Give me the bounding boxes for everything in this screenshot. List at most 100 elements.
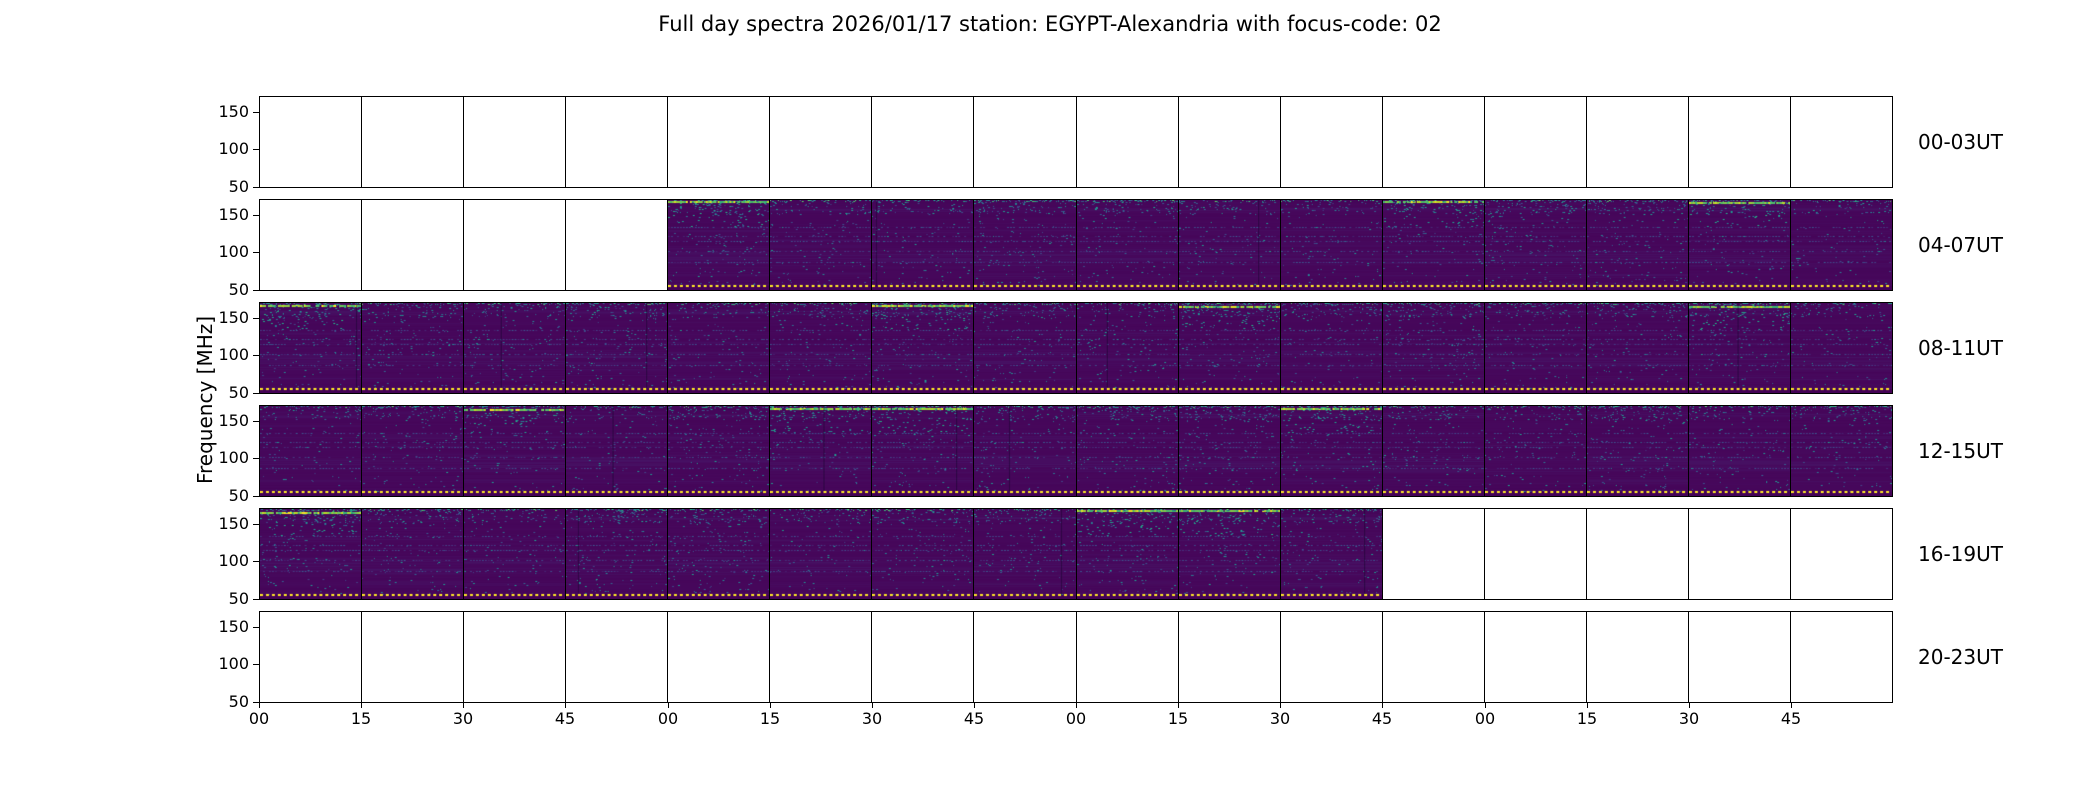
x-tick-label: 15	[759, 709, 781, 728]
spectrogram-canvas	[1382, 200, 1484, 290]
y-tick-label: 100	[218, 139, 249, 158]
empty-cell	[1178, 612, 1281, 702]
x-tick-label: 30	[452, 709, 474, 728]
spectrogram-cell	[260, 303, 363, 393]
spectrogram-canvas	[770, 509, 872, 599]
x-tick-label: 00	[248, 709, 270, 728]
row-time-label: 00-03UT	[1918, 130, 2003, 154]
spectrogram-canvas	[1178, 406, 1280, 496]
spectrogram-canvas	[1484, 200, 1586, 290]
spectrogram-cell	[1484, 406, 1587, 496]
spectra-row	[259, 199, 1893, 291]
y-tick-label: 150	[218, 617, 249, 636]
empty-cell	[260, 97, 363, 187]
spectrogram-cell	[770, 406, 873, 496]
y-tick-label: 50	[228, 280, 249, 299]
spectrogram-canvas	[872, 303, 974, 393]
x-tick-mark	[1076, 703, 1077, 708]
spectrogram-cell	[1688, 303, 1791, 393]
empty-cell	[1586, 612, 1689, 702]
spectrogram-cell	[1280, 509, 1383, 599]
spectrogram-cell	[1280, 406, 1383, 496]
x-tick-mark	[1587, 703, 1588, 708]
y-tick-mark	[253, 421, 259, 422]
y-tick-mark	[253, 496, 259, 497]
spectrogram-cell	[566, 509, 669, 599]
empty-cell	[1688, 509, 1791, 599]
x-tick-label: 45	[963, 709, 985, 728]
empty-cell	[1280, 612, 1383, 702]
empty-cell	[260, 612, 363, 702]
spectrogram-canvas	[1076, 406, 1178, 496]
spectrogram-cell	[1586, 303, 1689, 393]
x-tick-label: 15	[1167, 709, 1189, 728]
row-time-label: 20-23UT	[1918, 645, 2003, 669]
x-tick-mark	[974, 703, 975, 708]
y-tick-label: 50	[228, 692, 249, 711]
empty-cell	[668, 612, 771, 702]
empty-cell	[566, 200, 669, 290]
spectrogram-canvas	[260, 406, 362, 496]
empty-cell	[1382, 612, 1485, 702]
y-tick-mark	[253, 599, 259, 600]
y-tick-mark	[253, 187, 259, 188]
empty-cell	[566, 612, 669, 702]
spectrogram-canvas	[1280, 406, 1382, 496]
y-tick-mark	[253, 215, 259, 216]
spectra-row	[259, 302, 1893, 394]
x-tick-label: 30	[1678, 709, 1700, 728]
x-tick-label: 00	[1474, 709, 1496, 728]
spectrogram-canvas	[1790, 406, 1892, 496]
empty-cell	[362, 200, 465, 290]
spectrogram-canvas	[260, 509, 362, 599]
y-tick-label: 150	[218, 102, 249, 121]
spectrogram-cell	[1790, 406, 1892, 496]
spectrogram-cell	[1484, 303, 1587, 393]
spectrogram-cell	[1076, 509, 1179, 599]
empty-cell	[1178, 97, 1281, 187]
y-tick-label: 50	[228, 486, 249, 505]
spectrogram-canvas	[260, 303, 362, 393]
empty-cell	[566, 97, 669, 187]
empty-cell	[1790, 612, 1892, 702]
spectrogram-cell	[872, 509, 975, 599]
spectrogram-cell	[668, 200, 771, 290]
y-tick-label: 50	[228, 177, 249, 196]
row-time-label: 12-15UT	[1918, 439, 2003, 463]
empty-cell	[872, 612, 975, 702]
y-tick-mark	[253, 112, 259, 113]
spectrogram-cell	[1382, 303, 1485, 393]
plot-rows: 150 100 50 00-03UT 150 100 50 04-07UT 150 100 50 08…	[218, 96, 2003, 728]
empty-cell	[1076, 612, 1179, 702]
spectrogram-cell	[668, 509, 771, 599]
spectrogram-canvas	[1586, 200, 1688, 290]
spectrogram-cell	[668, 303, 771, 393]
spectrogram-cell	[362, 406, 465, 496]
empty-cell	[464, 97, 567, 187]
spectrogram-canvas	[1280, 303, 1382, 393]
y-tick-mark	[253, 149, 259, 150]
row-time-label: 08-11UT	[1918, 336, 2003, 360]
spectrogram-cell	[1586, 200, 1689, 290]
spectrogram-cell	[1178, 509, 1281, 599]
spectrogram-canvas	[668, 200, 770, 290]
y-tick-label: 100	[218, 345, 249, 364]
spectrogram-cell	[1076, 200, 1179, 290]
spectrogram-canvas	[566, 303, 668, 393]
spectrogram-cell	[1382, 200, 1485, 290]
spectrogram-cell	[566, 406, 669, 496]
empty-cell	[362, 612, 465, 702]
y-tick-mark	[253, 252, 259, 253]
spectrogram-cell	[1688, 200, 1791, 290]
x-tick-mark	[1382, 703, 1383, 708]
empty-cell	[974, 97, 1077, 187]
row-time-label: 04-07UT	[1918, 233, 2003, 257]
spectrogram-canvas	[770, 406, 872, 496]
spectrogram-cell	[464, 509, 567, 599]
spectrogram-cell	[872, 406, 975, 496]
spectrogram-cell	[974, 303, 1077, 393]
empty-cell	[1688, 612, 1791, 702]
y-tick-mark	[253, 355, 259, 356]
spectrogram-cell	[566, 303, 669, 393]
spectrogram-canvas	[872, 406, 974, 496]
